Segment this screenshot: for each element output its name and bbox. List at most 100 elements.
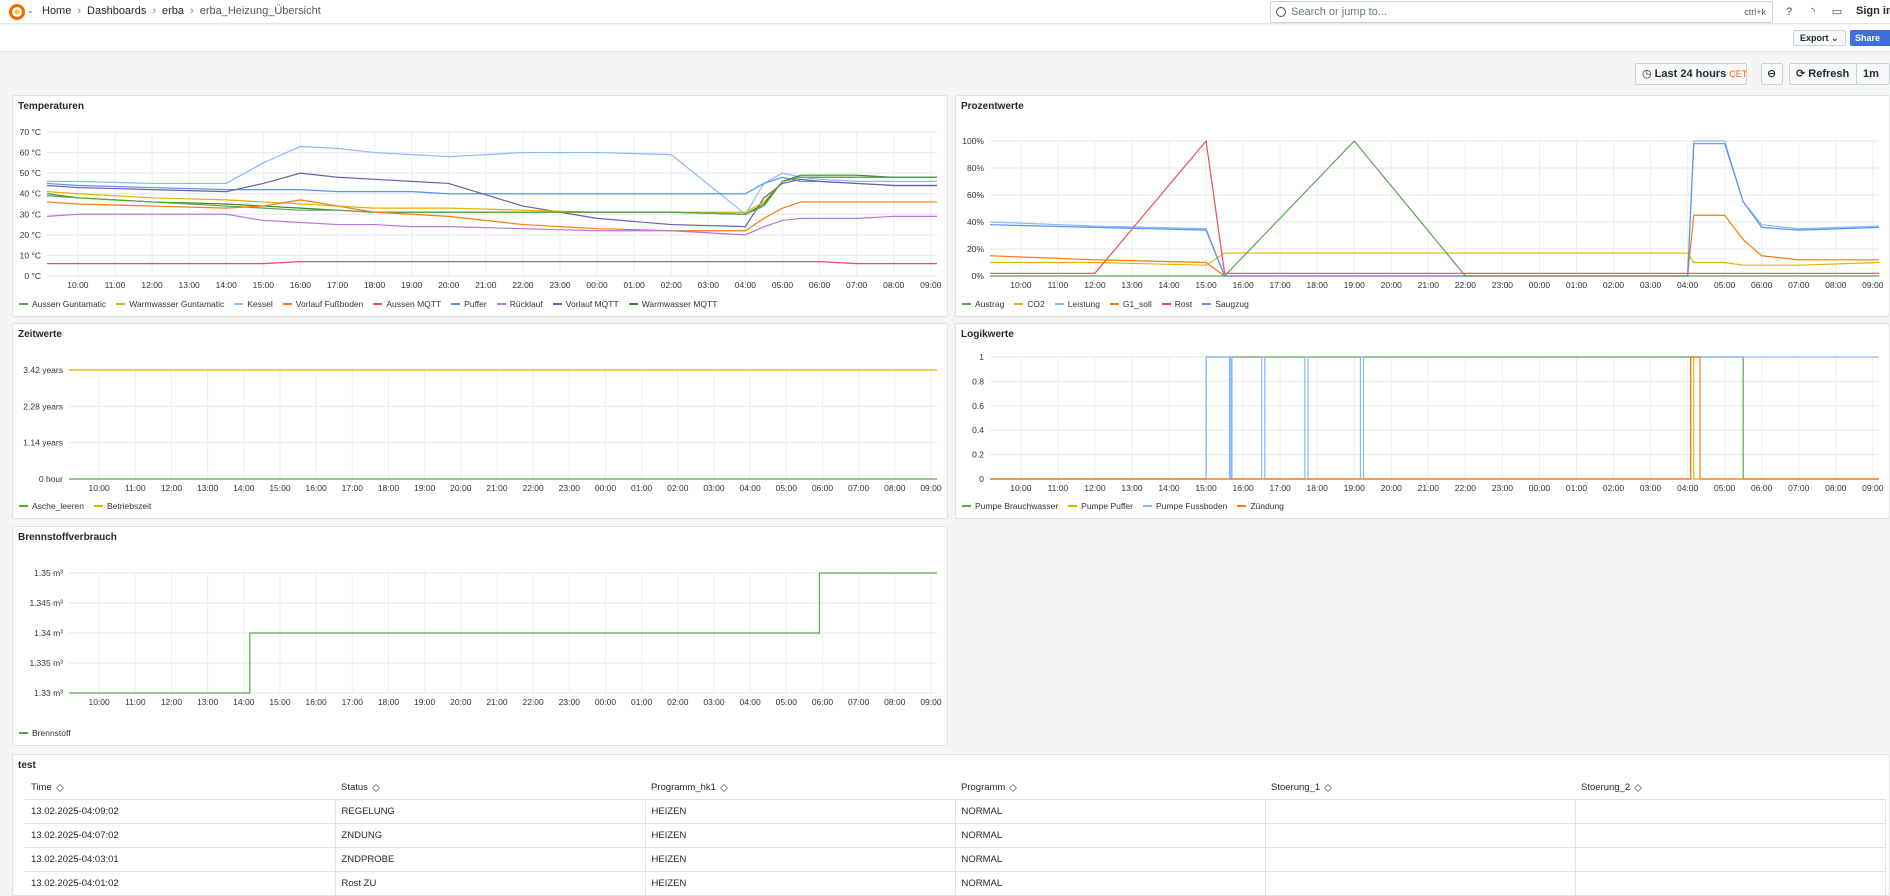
panel-zeitwerte[interactable]: Zeitwerte 3.42 years 2.28 years 1.14 years… <box>12 323 948 519</box>
filter-icon[interactable] <box>1009 783 1018 792</box>
x-tick-label: 07:00 <box>1788 280 1810 290</box>
legend-item[interactable]: Saugzug <box>1202 299 1249 309</box>
table-row[interactable]: 13.02.2025-04:01:02 Rost ZU HEIZEN NORMAL <box>25 871 1886 896</box>
x-tick-label: 12:00 <box>1084 280 1106 290</box>
chart-svg: 1 0.8 0.6 0.4 0.2 0 10:00 11:00 12:00 13:00 14:00 1… <box>972 352 1884 493</box>
legend-item[interactable]: Betriebszeit <box>93 501 151 511</box>
x-tick-label: 17:00 <box>327 280 349 290</box>
legend-item[interactable]: Kessel <box>234 299 273 309</box>
x-tick-label: 10:00 <box>67 280 89 290</box>
zoom-out-button[interactable]: ⊖ <box>1761 63 1783 85</box>
legend-swatch <box>1014 303 1024 305</box>
legend-item[interactable]: Rost <box>1161 299 1193 309</box>
refresh-interval-select[interactable]: 1m <box>1856 63 1890 85</box>
legend-item[interactable]: G1_soll <box>1109 299 1152 309</box>
search-icon <box>1276 7 1286 17</box>
legend-item[interactable]: Pumpe Puffer <box>1068 501 1133 511</box>
breadcrumb-folder[interactable]: erba <box>162 5 185 17</box>
legend-item[interactable]: Vorlauf Fußboden <box>282 299 363 309</box>
legend-item[interactable]: Pumpe Fussboden <box>1142 501 1227 511</box>
legend-label: Aussen Guntamatic <box>32 299 107 309</box>
column-header-label: Programm_hk1 <box>651 782 716 794</box>
search-input[interactable]: Search or jump to... ctrl+k <box>1270 1 1773 23</box>
legend-item[interactable]: Brennstoff <box>19 728 71 738</box>
legend-label: Pumpe Brauchwasser <box>975 501 1059 511</box>
column-header[interactable]: Time <box>25 777 335 800</box>
y-tick-label: 0.4 <box>972 425 984 435</box>
legend-label: Rost <box>1174 299 1193 309</box>
legend-item[interactable]: Puffer <box>451 299 487 309</box>
legend-item[interactable]: Aussen Guntamatic <box>19 299 106 309</box>
panel-prozentwerte[interactable]: Prozentwerte 100% 80% 60% 40% 20% 0% 10:00 11:0… <box>955 95 1890 317</box>
filter-icon[interactable] <box>55 783 64 792</box>
filter-icon[interactable] <box>719 783 728 792</box>
table-row[interactable]: 13.02.2025-04:03:01 ZNDPROBE HEIZEN NORMAL <box>25 847 1886 872</box>
x-tick-label: 05:00 <box>1714 483 1736 493</box>
share-button[interactable]: Share <box>1850 30 1890 46</box>
rss-icon[interactable]: ◝ <box>1810 6 1816 18</box>
column-header-label: Stoerung_2 <box>1581 782 1631 794</box>
panel-logikwerte[interactable]: Logikwerte 1 0.8 0.6 0.4 0.2 0 10:00 11:00 12:00… <box>955 323 1890 519</box>
x-tick-label: 01:00 <box>1566 280 1588 290</box>
table-row[interactable]: 13.02.2025-04:07:02 ZNDUNG HEIZEN NORMAL <box>25 823 1886 848</box>
legend-item[interactable]: Austrag <box>962 299 1004 309</box>
table-cell: 13.02.2025-04:09:02 <box>25 799 336 824</box>
legend-item[interactable]: Warmwasser MQTT <box>628 299 717 309</box>
legend-swatch <box>1161 303 1171 305</box>
panel-title: Zeitwerte <box>18 329 62 340</box>
filter-icon[interactable] <box>1634 783 1643 792</box>
legend-swatch <box>451 303 461 305</box>
y-tick-label: 1.335 m³ <box>29 658 63 668</box>
legend-item[interactable]: Vorlauf MQTT <box>552 299 619 309</box>
filter-icon[interactable] <box>371 783 380 792</box>
x-tick-label: 03:00 <box>703 483 725 493</box>
x-tick-label: 08:00 <box>1825 483 1847 493</box>
table-row[interactable]: 13.02.2025-04:09:02 REGELUNG HEIZEN NORMAL <box>25 799 1886 824</box>
export-button[interactable]: Export ⌄ <box>1793 30 1846 46</box>
time-range-picker[interactable]: ◷ Last 24 hours CET <box>1635 63 1747 85</box>
x-tick-label: 12:00 <box>161 697 183 707</box>
search-placeholder: Search or jump to... <box>1291 6 1387 18</box>
column-header[interactable]: Programm <box>955 777 1265 800</box>
refresh-button[interactable]: ⟳ Refresh <box>1789 63 1857 85</box>
legend-label: CO2 <box>1027 299 1045 309</box>
legend-item[interactable]: Asche_leeren <box>19 501 84 511</box>
legend-item[interactable]: Rücklauf <box>496 299 543 309</box>
table-cell <box>1265 799 1576 824</box>
x-tick-label: 09:00 <box>1862 483 1884 493</box>
monitor-icon[interactable]: ▭ <box>1831 6 1843 18</box>
legend-item[interactable]: Zündung <box>1237 501 1284 511</box>
legend-label: Puffer <box>464 299 487 309</box>
panel-brennstoffverbrauch[interactable]: Brennstoffverbrauch 1.35 m³ 1.345 m³ 1.34 … <box>12 526 948 746</box>
y-tick-label: 1.33 m³ <box>34 688 63 698</box>
legend-item[interactable]: Warmwasser Guntamatic <box>116 299 224 309</box>
legend-item[interactable]: Aussen MQTT <box>373 299 441 309</box>
x-tick-label: 02:00 <box>661 280 683 290</box>
chevron-down-icon[interactable]: ⌄ <box>27 6 34 15</box>
panel-temperaturen[interactable]: Temperaturen 70 °C 60 °C 50 °C 40 °C 30 °C 20… <box>12 95 948 317</box>
breadcrumb-dashboards[interactable]: Dashboards <box>87 5 147 17</box>
x-tick-label: 22:00 <box>522 697 544 707</box>
legend-label: Warmwasser Guntamatic <box>129 299 225 309</box>
grafana-logo-icon[interactable] <box>8 3 26 21</box>
x-tick-label: 22:00 <box>522 483 544 493</box>
legend-item[interactable]: Leistung <box>1054 299 1100 309</box>
help-icon[interactable]: ? <box>1785 6 1793 18</box>
table-cell <box>1265 847 1576 872</box>
filter-icon[interactable] <box>1324 783 1333 792</box>
column-header[interactable]: Stoerung_1 <box>1265 777 1575 800</box>
x-tick-label: 03:00 <box>703 697 725 707</box>
column-header[interactable]: Stoerung_2 <box>1575 777 1885 800</box>
panel-test[interactable]: test Time Status Programm_hk1 Programm Stoer… <box>12 754 1890 896</box>
sign-in-link[interactable]: Sign in <box>1856 5 1890 17</box>
legend-item[interactable]: CO2 <box>1014 299 1045 309</box>
legend-item[interactable]: Pumpe Brauchwasser <box>962 501 1058 511</box>
x-tick-label: 22:00 <box>512 280 534 290</box>
column-header[interactable]: Programm_hk1 <box>645 777 955 800</box>
x-tick-label: 04:00 <box>739 483 761 493</box>
table-cell <box>1265 823 1576 848</box>
breadcrumb-home[interactable]: Home <box>42 5 72 17</box>
x-tick-label: 17:00 <box>1270 280 1292 290</box>
keyboard-shortcut: ctrl+k <box>1744 7 1766 17</box>
column-header[interactable]: Status <box>335 777 645 800</box>
